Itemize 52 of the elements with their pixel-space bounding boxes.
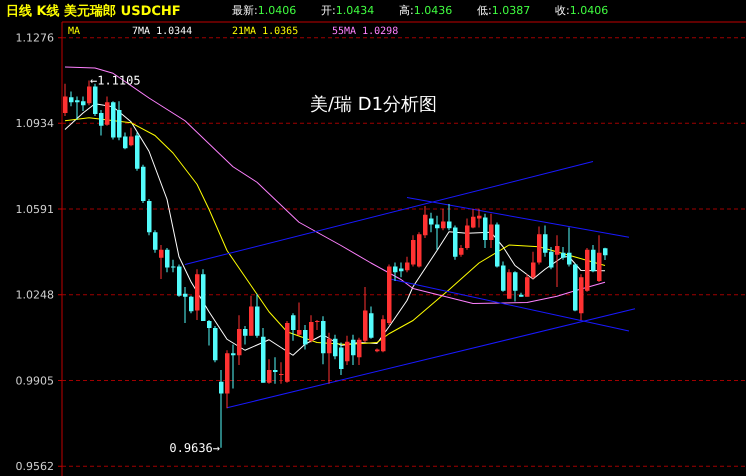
candlestick	[309, 314, 314, 343]
candlestick	[267, 358, 272, 384]
candlestick	[243, 326, 248, 345]
candlestick	[525, 274, 530, 298]
candlestick	[513, 270, 518, 302]
text: 美/瑞 D1分析图	[310, 94, 438, 115]
candlestick	[429, 212, 434, 233]
text: 55MA 1.0298	[332, 26, 398, 37]
candlestick	[603, 247, 608, 260]
candlestick	[489, 213, 494, 248]
candlestick	[591, 244, 596, 273]
legend-title: MA	[68, 26, 80, 37]
candlestick	[153, 230, 158, 254]
y-tick-label: 1.0591	[16, 202, 54, 216]
candlestick	[63, 83, 68, 116]
y-tick-label: 0.9905	[16, 374, 54, 388]
candlestick	[189, 295, 194, 314]
candlestick	[291, 312, 296, 342]
y-tick-label: 1.0248	[16, 288, 54, 302]
candlestick	[207, 320, 212, 346]
text: 收:1.0406	[555, 4, 608, 17]
y-tick-label: 1.1276	[16, 32, 54, 45]
candlestick	[273, 356, 278, 384]
text: 低:1.0387	[477, 4, 530, 17]
candlestick	[219, 370, 224, 448]
candlestick	[315, 320, 320, 330]
candlestick	[531, 251, 536, 280]
candlestick	[129, 127, 134, 147]
text: 最新:1.0406	[232, 4, 296, 17]
candlestick	[345, 335, 350, 366]
candlestick	[555, 234, 560, 288]
y-tick-label: 0.9562	[16, 460, 54, 474]
y-tick-label: 1.0934	[16, 117, 54, 130]
chart-subtitle: 日线 K线 美元瑞郎 USDCHF	[6, 3, 181, 19]
candlestick	[441, 208, 446, 231]
line-series	[64, 66, 606, 304]
candlestick	[351, 334, 356, 366]
candlestick	[159, 244, 164, 280]
candlestick	[105, 96, 110, 126]
candlestick	[297, 302, 302, 336]
candlestick	[87, 80, 92, 106]
text: 高:1.0436	[399, 4, 452, 17]
candlestick	[459, 244, 464, 258]
candlestick	[435, 215, 440, 250]
text: 7MA 1.0344	[132, 26, 192, 37]
candlestick	[483, 213, 488, 248]
candlestick	[231, 344, 236, 389]
candlestick	[303, 324, 308, 350]
text: 开:1.0434	[321, 4, 374, 17]
text: 21MA 1.0365	[232, 26, 298, 37]
annotation: 0.9636→	[169, 440, 220, 455]
candlestick	[327, 332, 332, 384]
